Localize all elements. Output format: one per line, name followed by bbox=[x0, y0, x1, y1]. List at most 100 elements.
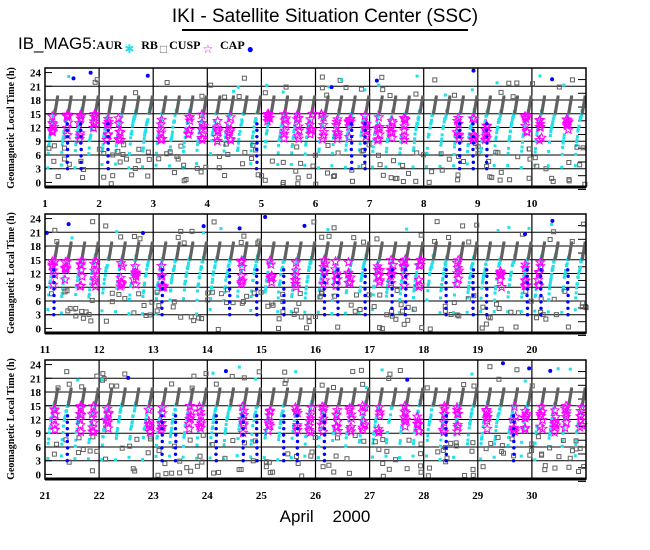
cusp-point bbox=[195, 409, 207, 421]
y-tick-label: 3 bbox=[36, 164, 42, 176]
rb-point bbox=[542, 95, 546, 99]
aur-point bbox=[550, 222, 554, 226]
aur-point bbox=[222, 149, 226, 153]
rb-point bbox=[108, 396, 112, 400]
cusp-point bbox=[519, 274, 531, 285]
rb-point bbox=[448, 95, 452, 99]
aur-point bbox=[385, 146, 389, 150]
rb-point bbox=[306, 313, 312, 319]
rb-point bbox=[170, 304, 176, 310]
rb-point bbox=[340, 387, 344, 391]
rb-point bbox=[326, 243, 330, 247]
rb-point bbox=[272, 389, 276, 393]
rb-point bbox=[367, 241, 371, 245]
rb-point bbox=[352, 100, 356, 104]
cusp-point bbox=[316, 400, 328, 412]
aur-point bbox=[160, 406, 164, 410]
aur-point bbox=[520, 140, 524, 144]
rb-point bbox=[475, 95, 479, 99]
aur-point bbox=[466, 433, 470, 437]
cusp-point bbox=[413, 425, 425, 437]
rb-point bbox=[135, 396, 139, 400]
rb-point bbox=[455, 172, 461, 178]
x-tick-label: 11 bbox=[40, 344, 50, 356]
rb-point bbox=[148, 398, 152, 402]
aur-point bbox=[197, 282, 201, 286]
rb-point bbox=[95, 100, 99, 104]
rb-point bbox=[94, 373, 100, 379]
rb-point bbox=[80, 401, 84, 405]
rb-point bbox=[581, 107, 585, 111]
rb-point bbox=[419, 250, 423, 254]
aur-point bbox=[295, 261, 299, 265]
rb-point bbox=[554, 398, 558, 402]
rb-point bbox=[204, 389, 208, 393]
rb-point bbox=[243, 104, 247, 108]
rb-point bbox=[188, 468, 194, 474]
aur-point bbox=[454, 419, 458, 423]
rb-point bbox=[514, 248, 518, 252]
aur-point bbox=[399, 431, 403, 435]
aur-point bbox=[117, 420, 121, 424]
rb-point bbox=[109, 246, 113, 250]
rb-point bbox=[132, 166, 138, 172]
rb-point bbox=[202, 255, 206, 259]
rb-point bbox=[217, 394, 221, 398]
rb-point bbox=[527, 253, 531, 257]
cap-point bbox=[444, 287, 448, 291]
aur-point bbox=[443, 267, 447, 271]
cap-point bbox=[405, 377, 410, 382]
aur-point bbox=[523, 379, 527, 383]
aur-point bbox=[468, 419, 472, 423]
aur-point bbox=[344, 148, 348, 152]
aur-point bbox=[60, 143, 64, 147]
rb-point bbox=[527, 398, 531, 402]
rb-point bbox=[488, 440, 494, 446]
aur-point bbox=[277, 431, 281, 435]
cusp-point bbox=[155, 123, 167, 135]
rb-point bbox=[555, 245, 559, 249]
cap-point bbox=[241, 433, 245, 437]
aur-point bbox=[371, 149, 375, 153]
rb-point bbox=[229, 401, 233, 405]
rb-point bbox=[542, 391, 546, 395]
aur-point bbox=[456, 412, 460, 416]
rb-point bbox=[391, 401, 395, 405]
rb-point bbox=[123, 156, 129, 162]
aur-point bbox=[429, 415, 433, 419]
aur-point bbox=[564, 264, 568, 268]
rb-point bbox=[134, 255, 138, 259]
cap-point bbox=[512, 452, 516, 456]
rb-point bbox=[108, 252, 112, 256]
rb-point bbox=[380, 97, 384, 101]
rb-point bbox=[230, 394, 234, 398]
cusp-point bbox=[357, 421, 369, 433]
rb-point bbox=[474, 246, 478, 250]
aur-point bbox=[223, 285, 227, 289]
aur-point bbox=[358, 289, 362, 293]
aur-point bbox=[507, 290, 511, 294]
rb-point bbox=[583, 95, 587, 99]
legend: IB_MAG5:AUR ✱ RB □ CUSP ☆ CAP ● bbox=[18, 34, 256, 56]
aur-point bbox=[317, 295, 321, 299]
rb-point bbox=[497, 177, 503, 183]
aur-point bbox=[442, 272, 446, 276]
rb-point bbox=[204, 241, 208, 245]
rb-point bbox=[459, 255, 463, 259]
rb-point bbox=[204, 245, 208, 249]
rb-point bbox=[181, 162, 187, 168]
aur-point bbox=[549, 130, 553, 134]
aur-point bbox=[46, 441, 50, 445]
aur-point bbox=[303, 442, 307, 446]
rb-point bbox=[419, 396, 423, 400]
rb-point bbox=[190, 100, 194, 104]
cusp-point bbox=[482, 410, 494, 422]
rb-point bbox=[392, 106, 396, 110]
aur-point bbox=[496, 229, 500, 233]
rb-point bbox=[580, 111, 584, 115]
aur-point bbox=[141, 149, 145, 153]
rb-point bbox=[498, 326, 504, 332]
rb-point bbox=[296, 403, 300, 407]
y-tick-label: 21 bbox=[30, 81, 41, 93]
aur-point bbox=[443, 93, 447, 97]
